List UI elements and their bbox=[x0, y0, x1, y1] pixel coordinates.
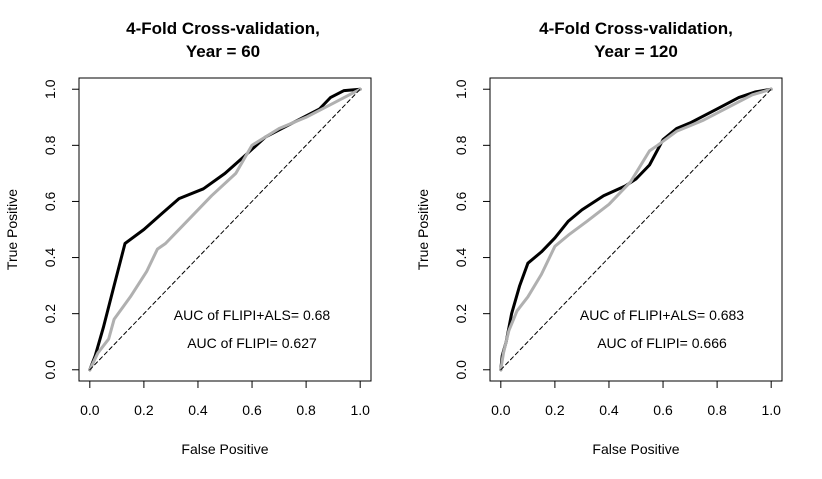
auc-annotation: AUC of FLIPI= 0.666 bbox=[597, 335, 727, 351]
y-tick-label: 0.4 bbox=[453, 248, 469, 268]
y-tick-label: 1.0 bbox=[453, 79, 469, 99]
series-line-2 bbox=[499, 87, 773, 372]
x-tick-label: 0.8 bbox=[707, 402, 727, 418]
chart-title-line: 4-Fold Cross-validation, bbox=[126, 19, 320, 38]
chart-title-line: Year = 120 bbox=[594, 42, 678, 61]
y-tick-label: 0.2 bbox=[42, 304, 58, 324]
y-tick-label: 0.8 bbox=[42, 135, 58, 155]
x-tick-label: 0.8 bbox=[296, 402, 316, 418]
auc-annotation: AUC of FLIPI+ALS= 0.683 bbox=[580, 307, 744, 323]
y-tick-label: 0.6 bbox=[453, 192, 469, 212]
x-tick-label: 0.4 bbox=[188, 402, 208, 418]
chart-title-line: 4-Fold Cross-validation, bbox=[539, 19, 733, 38]
x-tick-label: 0.0 bbox=[491, 402, 511, 418]
chart-panel-1: 4-Fold Cross-validation, Year = 60 0.0 0.2 0… bbox=[4, 19, 372, 457]
reference-diagonal-line bbox=[500, 88, 772, 371]
chart-panel-2: 4-Fold Cross-validation, Year = 120 0.0 0.2… bbox=[415, 19, 783, 457]
x-tick-label: 0.6 bbox=[242, 402, 262, 418]
y-axis-label: True Positive bbox=[415, 189, 431, 270]
x-tick-label: 0.6 bbox=[653, 402, 673, 418]
series-line-2 bbox=[88, 87, 362, 372]
series-line-1 bbox=[499, 87, 773, 372]
y-tick-label: 0.2 bbox=[453, 304, 469, 324]
x-tick-label: 0.0 bbox=[80, 402, 100, 418]
y-tick-label: 0.4 bbox=[42, 248, 58, 268]
chart-title-line: Year = 60 bbox=[186, 42, 260, 61]
y-tick-label: 0.6 bbox=[42, 192, 58, 212]
x-axis-label: False Positive bbox=[181, 441, 268, 457]
reference-diagonal-line bbox=[89, 88, 361, 371]
x-tick-label: 0.2 bbox=[134, 402, 154, 418]
plot-frame bbox=[489, 77, 783, 382]
x-tick-label: 1.0 bbox=[350, 402, 370, 418]
x-tick-label: 0.4 bbox=[599, 402, 619, 418]
auc-annotation: AUC of FLIPI= 0.627 bbox=[187, 335, 317, 351]
y-tick-label: 0.8 bbox=[453, 135, 469, 155]
series-line-1 bbox=[88, 87, 362, 372]
y-tick-label: 0.0 bbox=[42, 360, 58, 380]
y-axis-label: True Positive bbox=[4, 189, 20, 270]
y-tick-label: 1.0 bbox=[42, 79, 58, 99]
plot-frame bbox=[78, 77, 372, 382]
y-tick-label: 0.0 bbox=[453, 360, 469, 380]
x-tick-label: 0.2 bbox=[545, 402, 565, 418]
x-axis-label: False Positive bbox=[592, 441, 679, 457]
auc-annotation: AUC of FLIPI+ALS= 0.68 bbox=[174, 307, 331, 323]
x-tick-label: 1.0 bbox=[761, 402, 781, 418]
